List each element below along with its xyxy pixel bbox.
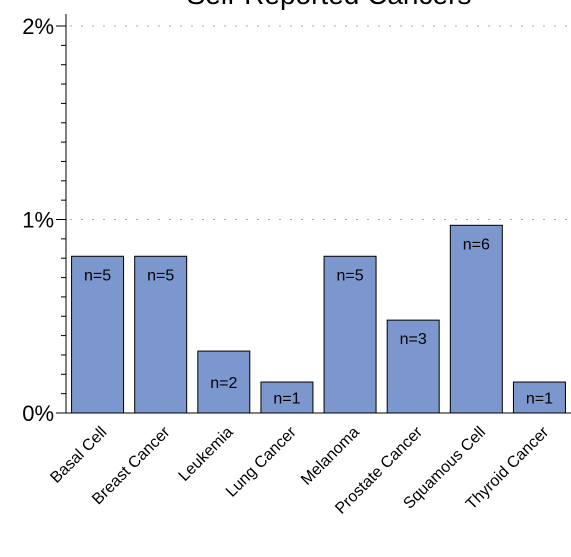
bar-2 xyxy=(134,255,188,414)
data-label-6: n=3 xyxy=(400,331,427,348)
y-tick-label-2: 2% xyxy=(22,14,54,39)
data-label-2: n=5 xyxy=(147,267,174,284)
chart-title: Self-Reported Cancers xyxy=(187,0,472,10)
x-tick-label-5: Melanoma xyxy=(298,424,363,489)
gridlines xyxy=(70,25,571,220)
data-label-1: n=5 xyxy=(84,267,111,284)
bars xyxy=(71,224,566,414)
bar-4 xyxy=(260,381,314,414)
y-tick-labels: 0% 1% 2% xyxy=(22,14,54,426)
x-tick-label-3: Leukemia xyxy=(176,424,237,485)
data-label-3: n=2 xyxy=(210,375,237,392)
y-tick-label-1: 1% xyxy=(22,208,54,233)
bar-1 xyxy=(71,255,125,414)
y-tick-label-0: 0% xyxy=(22,401,54,426)
x-tick-label-1: Basal Cell xyxy=(47,424,110,487)
data-label-5: n=5 xyxy=(336,267,363,284)
data-label-8: n=1 xyxy=(526,391,553,408)
bar-8 xyxy=(512,381,566,414)
data-labels: n=5 n=5 n=2 n=1 n=5 n=3 n=6 n=1 xyxy=(84,236,553,407)
bar-6 xyxy=(386,319,440,414)
data-label-4: n=1 xyxy=(273,391,300,408)
bar-3 xyxy=(197,350,251,414)
data-label-7: n=6 xyxy=(463,236,490,253)
bar-7 xyxy=(449,224,503,414)
bar-5 xyxy=(323,255,377,414)
